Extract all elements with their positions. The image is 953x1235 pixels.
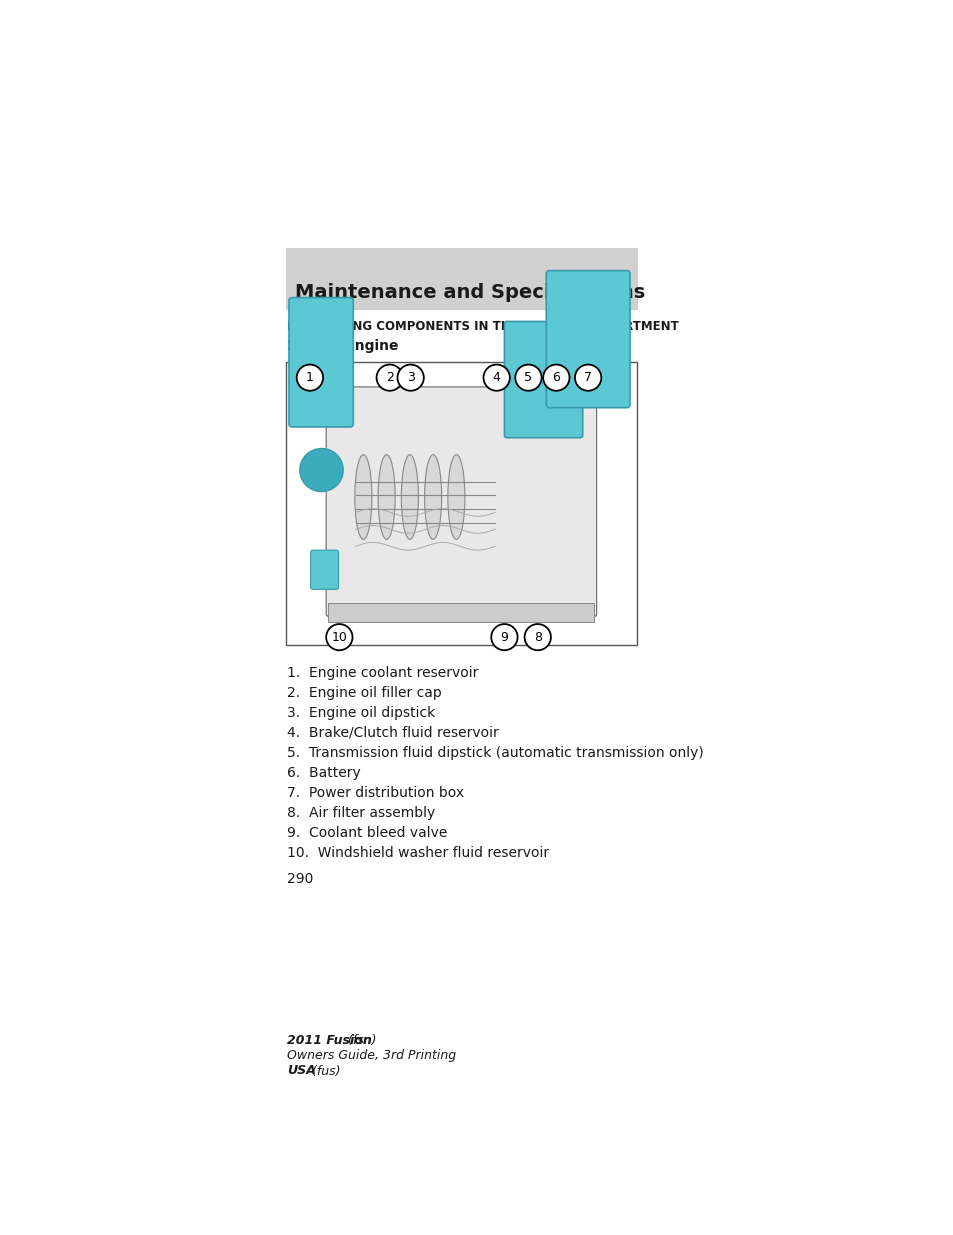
Ellipse shape (424, 454, 441, 540)
Text: 10: 10 (331, 631, 347, 643)
FancyBboxPatch shape (311, 550, 338, 589)
FancyBboxPatch shape (326, 387, 596, 616)
FancyBboxPatch shape (286, 362, 637, 645)
Circle shape (326, 624, 353, 651)
Circle shape (542, 364, 569, 390)
Text: (fsn): (fsn) (344, 1034, 376, 1047)
Text: 2.  Engine oil filler cap: 2. Engine oil filler cap (287, 685, 441, 700)
Ellipse shape (355, 454, 372, 540)
Text: USA: USA (287, 1065, 315, 1077)
Text: 1.  Engine coolant reservoir: 1. Engine coolant reservoir (287, 666, 478, 679)
Text: 2: 2 (385, 372, 394, 384)
Text: 4: 4 (492, 372, 500, 384)
Circle shape (483, 364, 509, 390)
Circle shape (491, 624, 517, 651)
Text: 10.  Windshield washer fluid reservoir: 10. Windshield washer fluid reservoir (287, 846, 549, 860)
Text: Owners Guide, 3rd Printing: Owners Guide, 3rd Printing (287, 1049, 456, 1062)
Circle shape (299, 448, 343, 492)
Circle shape (397, 364, 423, 390)
Text: Maintenance and Specifications: Maintenance and Specifications (294, 283, 645, 303)
Text: 4.  Brake/Clutch fluid reservoir: 4. Brake/Clutch fluid reservoir (287, 726, 498, 740)
Text: 7.  Power distribution box: 7. Power distribution box (287, 785, 464, 800)
Circle shape (515, 364, 541, 390)
Text: 8.  Air filter assembly: 8. Air filter assembly (287, 805, 436, 820)
Ellipse shape (377, 454, 395, 540)
FancyBboxPatch shape (504, 321, 582, 437)
Text: 2011 Fusion: 2011 Fusion (287, 1034, 372, 1047)
Circle shape (575, 364, 600, 390)
Ellipse shape (401, 454, 418, 540)
Text: 8: 8 (533, 631, 541, 643)
Text: 6: 6 (552, 372, 559, 384)
Text: 290: 290 (287, 872, 314, 885)
Ellipse shape (447, 454, 464, 540)
Text: 9.  Coolant bleed valve: 9. Coolant bleed valve (287, 826, 447, 840)
Circle shape (376, 364, 402, 390)
Text: 3: 3 (406, 372, 415, 384)
FancyBboxPatch shape (286, 248, 638, 310)
Text: 6.  Battery: 6. Battery (287, 766, 361, 779)
Text: 2.5L I4 engine: 2.5L I4 engine (287, 340, 398, 353)
Text: 5.  Transmission fluid dipstick (automatic transmission only): 5. Transmission fluid dipstick (automati… (287, 746, 703, 760)
Text: (fus): (fus) (308, 1065, 340, 1077)
Text: 3.  Engine oil dipstick: 3. Engine oil dipstick (287, 705, 436, 720)
Text: 5: 5 (524, 372, 532, 384)
FancyBboxPatch shape (289, 298, 353, 427)
Text: 9: 9 (500, 631, 508, 643)
FancyBboxPatch shape (328, 603, 594, 621)
FancyBboxPatch shape (546, 270, 629, 408)
Text: 1: 1 (306, 372, 314, 384)
Text: 7: 7 (583, 372, 592, 384)
Circle shape (524, 624, 550, 651)
Text: IDENTIFYING COMPONENTS IN THE ENGINE COMPARTMENT: IDENTIFYING COMPONENTS IN THE ENGINE COM… (287, 320, 679, 333)
Circle shape (296, 364, 323, 390)
